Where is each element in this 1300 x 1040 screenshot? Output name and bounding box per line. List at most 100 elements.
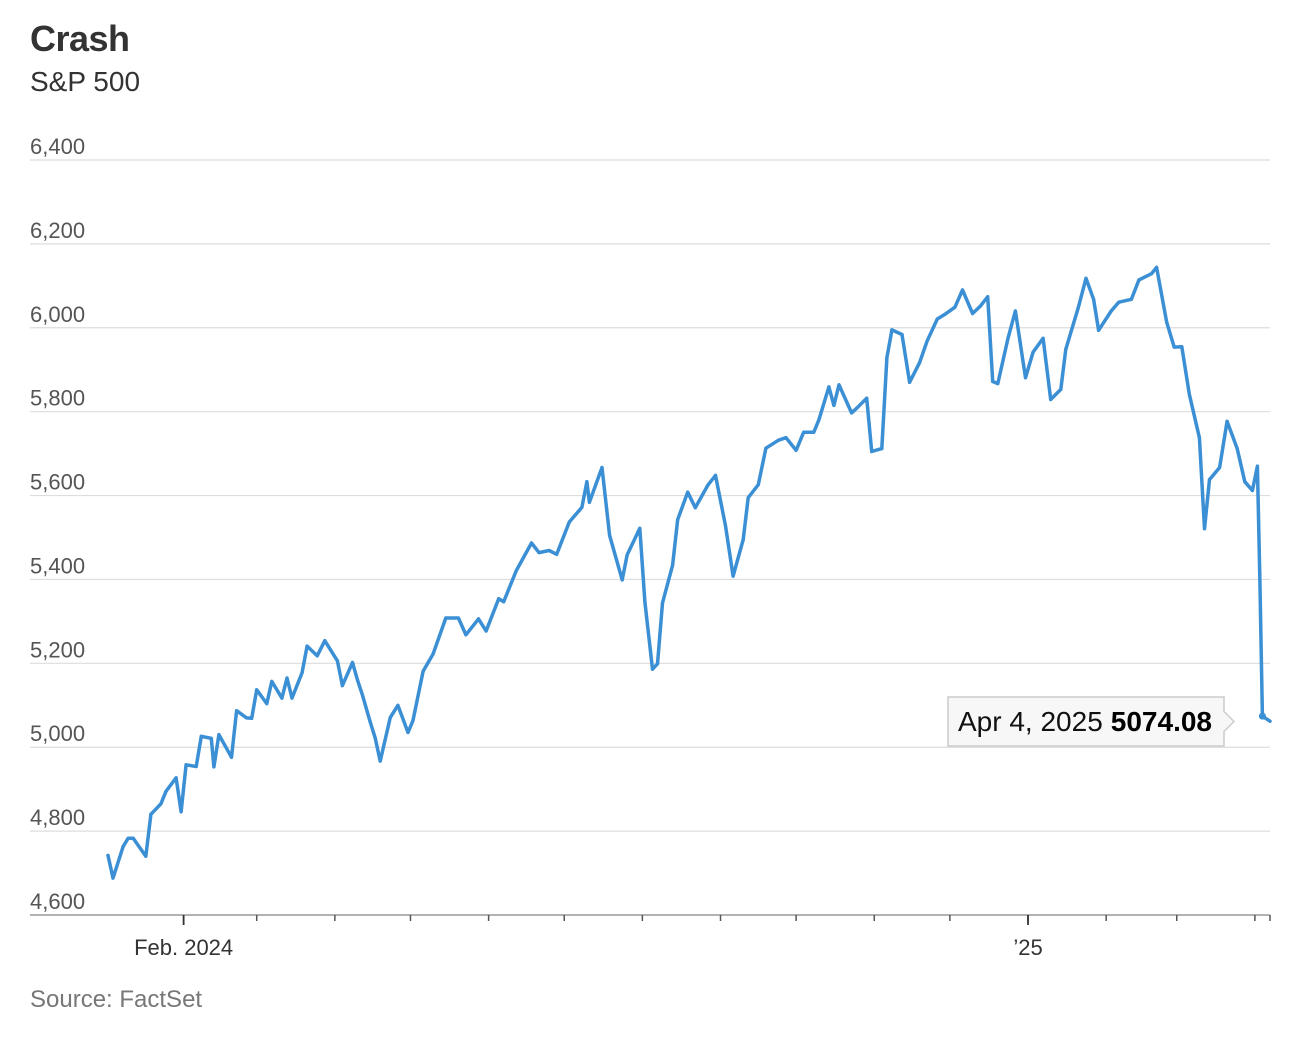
data-point <box>355 678 360 682</box>
series-line <box>106 265 1272 880</box>
data-point <box>1255 464 1259 468</box>
data-point <box>199 734 203 738</box>
y-tick-label: 5,200 <box>30 637 85 662</box>
data-point <box>837 383 841 387</box>
tooltip-box <box>947 696 1236 747</box>
data-point <box>373 736 377 740</box>
data-point <box>126 836 130 840</box>
data-point <box>1097 328 1101 332</box>
data-point <box>991 379 995 384</box>
data-point <box>388 715 392 720</box>
y-tick-label: 5,800 <box>30 386 85 411</box>
data-point <box>620 578 624 582</box>
data-point <box>555 552 559 556</box>
data-point <box>431 652 435 656</box>
data-point <box>323 639 327 643</box>
data-point <box>149 812 153 816</box>
data-point <box>1013 309 1018 313</box>
data-point <box>529 541 534 545</box>
data-point <box>890 328 894 332</box>
data-point <box>350 660 355 665</box>
data-point <box>368 720 372 724</box>
data-point <box>880 447 884 451</box>
data-point <box>285 676 289 680</box>
data-point <box>1137 278 1141 282</box>
data-point <box>660 601 665 605</box>
y-tick-label: 6,400 <box>30 134 85 159</box>
data-point <box>179 810 183 814</box>
data-point <box>756 483 760 487</box>
data-point <box>131 836 135 840</box>
data-point <box>184 763 188 767</box>
data-point <box>1250 488 1254 493</box>
data-point <box>731 574 735 578</box>
data-point <box>1084 276 1088 280</box>
last-point-marker <box>1258 712 1266 720</box>
data-point <box>456 616 460 620</box>
data-point <box>918 361 922 365</box>
data-point <box>986 295 990 299</box>
chart-subtitle: S&P 500 <box>30 66 141 97</box>
data-point <box>270 679 274 684</box>
data-point <box>827 385 831 389</box>
data-point <box>832 403 836 407</box>
data-point <box>885 356 889 360</box>
data-point <box>1268 719 1272 723</box>
data-point <box>1180 345 1184 349</box>
data-point <box>655 662 660 666</box>
data-point <box>1076 305 1080 309</box>
data-point <box>547 548 551 553</box>
data-point <box>1129 297 1133 301</box>
tooltip-text: Apr 4, 2025 5074.08 <box>958 706 1212 737</box>
data-point <box>444 616 448 620</box>
data-point <box>1235 447 1239 451</box>
data-point <box>335 659 339 663</box>
data-point <box>625 553 629 557</box>
data-point <box>741 538 745 542</box>
data-point <box>587 500 592 504</box>
data-point <box>1092 297 1096 301</box>
data-point <box>378 759 382 763</box>
y-tick-label: 4,800 <box>30 805 85 830</box>
y-tick-label: 5,000 <box>30 721 85 746</box>
data-point <box>935 317 939 321</box>
data-point <box>464 633 468 637</box>
data-point <box>406 730 410 735</box>
series-points <box>106 265 1272 880</box>
data-point <box>1049 397 1053 402</box>
data-point <box>1197 436 1201 440</box>
data-point <box>111 876 115 880</box>
data-point <box>978 304 982 308</box>
data-point <box>1172 345 1176 349</box>
data-point <box>812 430 816 434</box>
data-point <box>693 506 697 510</box>
data-point <box>943 312 947 316</box>
data-point <box>305 644 309 648</box>
data-point <box>502 600 506 604</box>
data-point <box>1023 376 1028 380</box>
y-tick-label: 5,400 <box>30 553 85 578</box>
data-point <box>514 569 518 573</box>
data-point <box>713 473 718 477</box>
data-point <box>164 789 168 793</box>
data-point <box>340 684 344 688</box>
data-point <box>746 496 750 500</box>
x-tick-label: Feb. 2024 <box>134 935 233 960</box>
data-point <box>1155 265 1159 269</box>
source-note: Source: FactSet <box>30 986 203 1013</box>
data-point <box>194 764 198 769</box>
data-point <box>870 449 874 454</box>
data-point <box>144 854 148 858</box>
data-point <box>1187 392 1191 396</box>
data-point <box>676 517 680 522</box>
data-point <box>784 436 788 440</box>
data-point <box>567 520 571 524</box>
data-point <box>396 703 400 707</box>
data-point <box>484 629 488 633</box>
data-point <box>290 696 294 700</box>
data-point <box>585 480 589 484</box>
data-point <box>600 465 604 470</box>
data-point <box>1117 300 1121 304</box>
data-point <box>723 524 728 528</box>
data-point <box>1149 272 1154 276</box>
